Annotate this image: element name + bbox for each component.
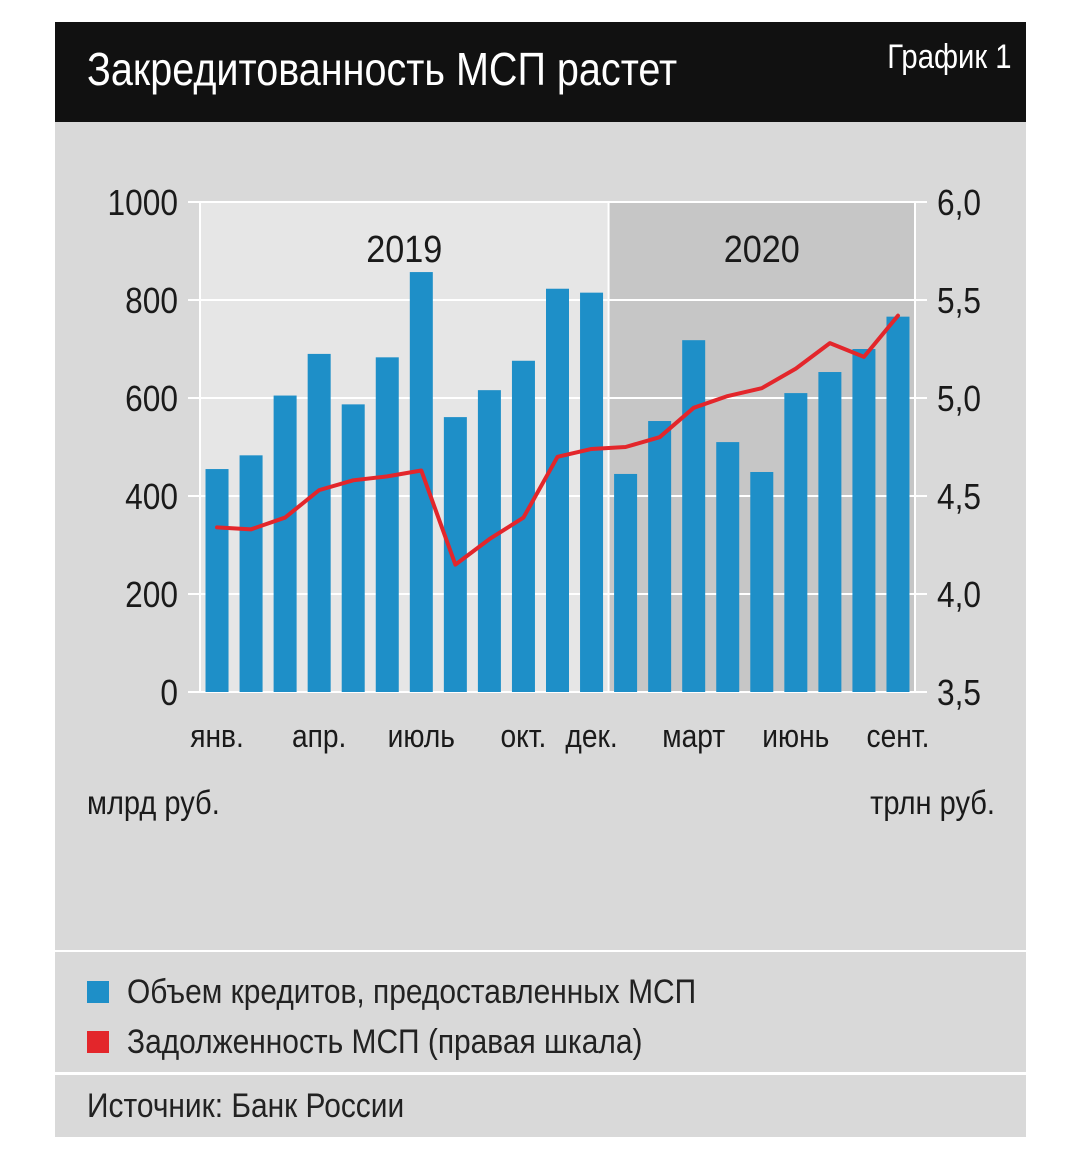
- y-right-tick-label: 4,5: [937, 477, 981, 517]
- x-tick-label: июнь: [762, 719, 829, 754]
- x-tick-label: окт.: [501, 719, 547, 754]
- x-tick-label: янв.: [190, 719, 244, 754]
- bar: [614, 473, 638, 692]
- chart-plot-area: 2019 2020 1000 800 600 400 200 0 6,0 5,5 5,0 4,5 4,0…: [55, 122, 1026, 950]
- legend-item-debt: Задолженность МСП (правая шкала): [87, 1022, 713, 1062]
- period-label: 2019: [366, 227, 442, 270]
- bar: [307, 353, 331, 692]
- y-left-tick-label: 800: [125, 281, 178, 321]
- legend-label-loans: Объем кредитов, предоставленных МСП: [127, 972, 697, 1011]
- y-right-unit-label: трлн руб.: [870, 784, 995, 821]
- y-right-tick-label: 5,5: [937, 281, 981, 321]
- bar: [682, 340, 706, 692]
- bar: [443, 417, 467, 692]
- bar: [546, 288, 569, 692]
- bar: [341, 404, 365, 692]
- y-left-tick-label: 0: [160, 673, 178, 713]
- period-label: 2020: [724, 227, 800, 270]
- bar: [852, 349, 876, 692]
- legend-swatch-loans: [87, 981, 109, 1003]
- chart-card: Закредитованность МСП растет График 1 20…: [55, 22, 1026, 1137]
- legend-label-debt: Задолженность МСП (правая шкала): [127, 1022, 643, 1061]
- bar: [580, 292, 604, 692]
- bar: [818, 372, 842, 692]
- bar: [273, 395, 297, 692]
- bar: [205, 469, 229, 692]
- bar: [750, 471, 774, 692]
- y-left-unit-label: млрд руб.: [87, 784, 220, 821]
- y-left-tick-label: 600: [125, 379, 178, 419]
- y-right-tick-label: 6,0: [937, 183, 981, 223]
- bar: [716, 442, 740, 692]
- bar: [409, 272, 433, 692]
- bar: [886, 316, 910, 692]
- bar: [511, 360, 535, 692]
- chart-svg: 2019 2020 1000 800 600 400 200 0 6,0 5,5 5,0 4,5 4,0…: [87, 183, 995, 821]
- x-tick-label: сент.: [867, 719, 930, 754]
- bar: [784, 393, 808, 692]
- y-right-tick-label: 4,0: [937, 575, 981, 615]
- x-tick-label: март: [662, 719, 725, 754]
- chart-title: Закредитованность МСП растет: [87, 43, 678, 95]
- y-left-tick-label: 1000: [108, 183, 178, 223]
- x-tick-label: апр.: [292, 719, 346, 754]
- chart-header: Закредитованность МСП растет График 1: [55, 22, 1026, 122]
- y-right-tick-label: 5,0: [937, 379, 981, 419]
- y-left-tick-label: 200: [125, 575, 178, 615]
- period-background-2019: [200, 202, 609, 692]
- x-tick-label: июль: [388, 719, 455, 754]
- legend-swatch-debt: [87, 1031, 109, 1053]
- chart-legend: Объем кредитов, предоставленных МСП Задо…: [55, 952, 1026, 1072]
- chart-number-label: График 1: [887, 38, 1012, 76]
- bar: [648, 421, 672, 692]
- source-footer: Источник: Банк России: [55, 1075, 1026, 1137]
- y-right-tick-label: 3,5: [937, 673, 981, 713]
- y-left-tick-label: 400: [125, 477, 178, 517]
- legend-item-loans: Объем кредитов, предоставленных МСП: [87, 972, 774, 1012]
- bar: [239, 455, 263, 692]
- debt-line: [215, 313, 900, 567]
- bar: [375, 357, 399, 692]
- x-tick-label: дек.: [565, 719, 617, 754]
- source-text: Источник: Банк России: [87, 1087, 405, 1125]
